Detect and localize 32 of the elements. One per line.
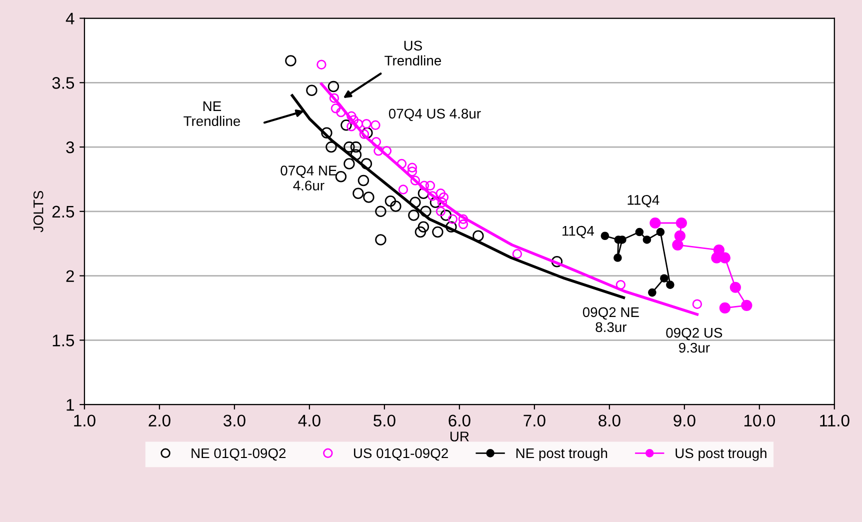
- annotation: 07Q4 US 4.8ur: [388, 108, 481, 122]
- y-tick-label: 3: [66, 141, 74, 154]
- legend-label: US 01Q1-09Q2: [354, 448, 448, 461]
- x-tick-label: 11.0: [820, 414, 850, 427]
- annotation: US Trendline: [384, 40, 442, 66]
- x-tick-label: 1.0: [74, 414, 96, 427]
- annotation: NE Trendline: [184, 101, 240, 126]
- annotation: 09Q2 US 9.3ur: [666, 328, 722, 353]
- y-axis-title: JOLTS: [33, 190, 44, 232]
- x-tick-label: 10.0: [744, 414, 775, 427]
- y-tick-label: 1.5: [52, 334, 74, 346]
- annotation: 09Q2 NE 8.3ur: [582, 307, 639, 332]
- y-tick-label: 2: [66, 270, 74, 282]
- legend-label: NE post trough: [516, 448, 608, 461]
- y-tick-label: 1: [66, 399, 74, 411]
- y-tick-label: 2.5: [52, 206, 74, 218]
- y-tick-label: 3.5: [52, 77, 74, 89]
- legend-label: NE 01Q1-09Q2: [192, 448, 286, 461]
- y-tick-label: 4: [66, 12, 74, 24]
- x-tick-label: 6.0: [448, 414, 470, 427]
- annotation: 11Q4: [628, 195, 660, 208]
- x-tick-label: 9.0: [674, 414, 696, 427]
- x-axis-title: UR: [450, 432, 469, 442]
- x-tick-label: 7.0: [524, 414, 546, 427]
- x-tick-label: 3.0: [224, 414, 246, 427]
- x-tick-label: 8.0: [598, 414, 620, 427]
- x-tick-label: 5.0: [374, 414, 396, 427]
- legend-label: US post trough: [676, 448, 766, 461]
- x-tick-label: 2.0: [148, 414, 170, 427]
- annotation: 11Q4: [562, 226, 594, 238]
- annotation: 07Q4 NE 4.6ur: [280, 166, 337, 190]
- x-tick-label: 4.0: [298, 414, 320, 427]
